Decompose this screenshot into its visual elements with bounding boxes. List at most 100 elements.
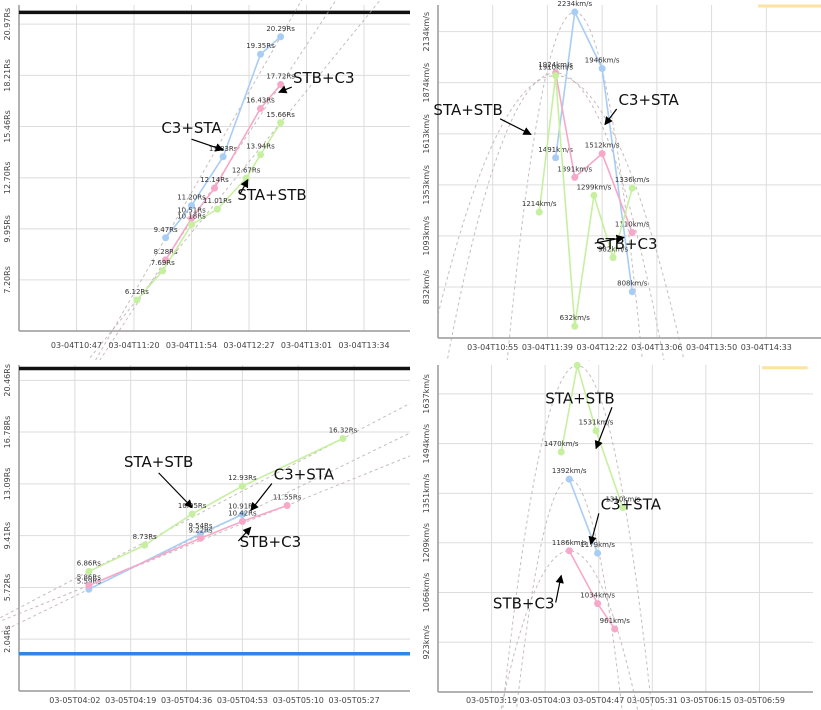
data-point-c3-sta[interactable]: [598, 65, 606, 73]
data-point-sta-stb[interactable]: [133, 296, 141, 304]
data-label-sta-stb: 1336km/s: [615, 176, 650, 184]
data-point-sta-stb[interactable]: [188, 510, 196, 518]
data-point-sta-stb[interactable]: [238, 482, 246, 490]
data-label-sta-stb: 15.66Rs: [266, 111, 295, 119]
data-label-sta-stb: 16.32Rs: [329, 426, 358, 434]
annotation-sta-stb: STA+STB: [124, 453, 193, 471]
data-point-sta-stb[interactable]: [619, 504, 627, 512]
data-point-stb-c3[interactable]: [571, 173, 579, 181]
data-point-stb-c3[interactable]: [283, 502, 291, 510]
data-point-sta-stb[interactable]: [552, 72, 560, 80]
data-point-c3-sta[interactable]: [594, 549, 602, 557]
data-label-sta-stb: 12.93Rs: [228, 474, 257, 482]
data-label-c3-sta: 2234km/s: [557, 0, 592, 8]
y-tick-label: 832km/s: [422, 270, 431, 305]
annotation-sta-stb: STA+STB: [545, 389, 614, 407]
series-line-c3-sta: [554, 9, 634, 292]
y-tick-label: 1351km/s: [422, 474, 431, 514]
data-point-stb-c3[interactable]: [277, 81, 285, 89]
data-point-stb-c3[interactable]: [211, 184, 218, 192]
y-tick-label: 12.70Rs: [3, 161, 12, 194]
data-point-sta-stb[interactable]: [592, 427, 600, 435]
data-point-sta-stb[interactable]: [628, 184, 636, 192]
data-label-sta-stb: 632km/s: [560, 314, 591, 322]
data-point-sta-stb[interactable]: [141, 541, 149, 549]
data-point-stb-c3[interactable]: [162, 256, 170, 264]
y-tick-label: 1874km/s: [422, 63, 431, 103]
data-point-c3-sta[interactable]: [188, 202, 195, 210]
data-point-stb-c3[interactable]: [594, 600, 602, 608]
y-tick-label: 1093km/s: [422, 216, 431, 256]
y-tick-label: 16.78Rs: [3, 416, 12, 449]
data-label-stb-c3: 1186km/s: [552, 539, 587, 547]
y-tick-label: 1209km/s: [422, 523, 431, 563]
x-tick-label: 03-05T04:03: [520, 696, 571, 705]
x-tick-label: 03-04T11:39: [522, 343, 573, 352]
data-point-stb-c3[interactable]: [197, 534, 205, 542]
data-point-c3-sta[interactable]: [238, 511, 246, 519]
y-tick-label: 7.20Rs: [3, 266, 12, 294]
data-point-stb-c3[interactable]: [611, 625, 619, 633]
data-point-c3-sta[interactable]: [162, 234, 170, 242]
data-point-c3-sta[interactable]: [565, 475, 573, 483]
data-point-sta-stb[interactable]: [590, 191, 598, 199]
data-point-stb-c3[interactable]: [188, 214, 195, 222]
data-label-sta-stb: 12.67Rs: [232, 166, 261, 174]
data-point-stb-c3[interactable]: [598, 150, 606, 158]
data-label-stb-c3: 10.51Rs: [177, 206, 206, 214]
data-point-sta-stb[interactable]: [159, 267, 167, 275]
data-point-sta-stb[interactable]: [609, 254, 617, 262]
data-label-stb-c3: 8.28Rs: [154, 248, 178, 256]
data-point-c3-sta[interactable]: [257, 50, 264, 58]
data-point-sta-stb[interactable]: [277, 119, 285, 127]
data-point-sta-stb[interactable]: [242, 174, 250, 182]
data-label-c3-sta: 808km/s: [617, 280, 648, 288]
speed-time-chart-bottom: 03-05T03:19 03-05T04:03 03-05T04:47 03-05T0…: [422, 360, 813, 710]
data-point-c3-sta[interactable]: [552, 154, 560, 162]
data-label-c3-sta: 11.20Rs: [177, 194, 206, 202]
data-point-c3-sta[interactable]: [628, 288, 636, 296]
x-tick-label: 03-05T06:59: [734, 696, 785, 705]
data-point-stb-c3[interactable]: [628, 228, 636, 236]
data-point-sta-stb[interactable]: [571, 322, 579, 330]
data-label-sta-stb: 1299km/s: [577, 183, 612, 191]
data-point-c3-sta[interactable]: [277, 33, 285, 41]
annotation-arrow: [594, 234, 625, 244]
data-point-sta-stb[interactable]: [535, 208, 543, 216]
x-tick-label: 03-04T12:22: [577, 343, 628, 352]
annotation-arrow: [158, 472, 193, 509]
y-tick-label: 9.95Rs: [3, 215, 12, 243]
data-point-stb-c3[interactable]: [238, 517, 246, 525]
x-tick-label: 03-04T13:06: [631, 343, 682, 352]
data-point-stb-c3[interactable]: [565, 547, 573, 555]
data-label-c3-sta: 19.35Rs: [246, 42, 275, 50]
data-point-c3-sta[interactable]: [219, 153, 227, 161]
data-label-stb-c3: 961km/s: [600, 617, 631, 625]
data-point-stb-c3[interactable]: [85, 581, 93, 589]
data-point-sta-stb[interactable]: [188, 221, 195, 229]
annotation-stb-c3: STB+C3: [240, 533, 302, 551]
series-line-sta-stb: [560, 365, 624, 508]
annotation-arrow: [278, 85, 292, 94]
data-label-c3-sta: 1491km/s: [538, 146, 573, 154]
data-point-stb-c3[interactable]: [257, 104, 264, 112]
data-point-sta-stb[interactable]: [573, 361, 581, 369]
x-tick-label: 03-04T13:01: [281, 341, 332, 350]
y-tick-label: 1637km/s: [422, 374, 431, 414]
data-point-sta-stb[interactable]: [339, 434, 347, 442]
data-label-c3-sta: 9.54Rs: [188, 522, 212, 530]
data-point-c3-sta[interactable]: [571, 8, 579, 16]
data-point-sta-stb[interactable]: [257, 151, 264, 159]
data-label-sta-stb: 10.18Rs: [177, 213, 206, 221]
x-tick-label: 03-05T04:02: [49, 696, 100, 705]
series-line-c3-sta: [88, 513, 243, 590]
data-label-sta-stb: 6.86Rs: [77, 559, 101, 567]
data-point-sta-stb[interactable]: [85, 567, 93, 575]
data-point-sta-stb[interactable]: [557, 448, 565, 456]
annotation-arrow: [499, 118, 532, 135]
y-tick-label: 923km/s: [422, 625, 431, 660]
x-tick-label: 03-05T03:19: [466, 696, 517, 705]
height-time-chart-top: 03-04T10:47 03-04T11:20 03-04T11:54 03-04T1…: [3, 0, 410, 360]
data-point-sta-stb[interactable]: [213, 205, 221, 213]
x-tick-label: 03-04T13:50: [686, 343, 737, 352]
